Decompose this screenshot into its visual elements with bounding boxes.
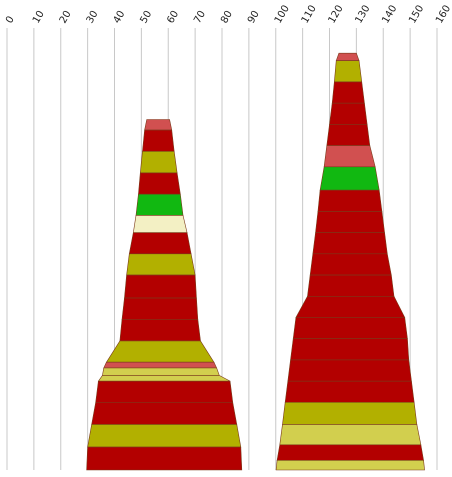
- x-tick-label: 10: [31, 9, 47, 26]
- x-tick-label: 80: [219, 9, 235, 26]
- x-axis-tick-labels: 0 10 20 30 40 50 60 70 80 90 100 110 120 130 140 150 160: [4, 3, 452, 25]
- segment-dark-red: [124, 274, 197, 299]
- segment-olive: [87, 424, 242, 448]
- x-tick-label: 100: [273, 3, 292, 25]
- x-tick-label: 160: [434, 3, 452, 25]
- segment-olive: [105, 340, 215, 363]
- segment-light-olive: [102, 367, 220, 376]
- segment-dark-red: [329, 102, 368, 125]
- x-tick-label: 0: [4, 14, 17, 25]
- segment-light-olive: [279, 424, 422, 446]
- segment-dark-red: [292, 317, 408, 340]
- x-tick-label: 130: [353, 3, 372, 25]
- segment-light-red: [323, 145, 376, 168]
- segment-olive: [334, 60, 363, 83]
- segment-light-red: [103, 361, 218, 369]
- x-tick-label: 30: [85, 9, 101, 26]
- segment-dark-red: [119, 318, 201, 342]
- segment-light-red: [335, 52, 360, 62]
- x-tick-label: 40: [112, 9, 128, 26]
- segment-dark-red: [307, 274, 395, 297]
- x-tick-label: 110: [300, 3, 319, 25]
- x-tick-label: 90: [246, 9, 262, 26]
- segment-dark-red: [290, 338, 410, 361]
- x-tick-label: 120: [327, 3, 346, 25]
- segment-dark-red: [309, 253, 392, 276]
- segment-dark-red: [91, 402, 238, 425]
- segment-dark-red: [326, 124, 371, 146]
- segment-olive: [126, 253, 196, 276]
- segment-dark-red: [315, 211, 385, 233]
- segment-dark-red: [317, 189, 383, 212]
- x-tick-label: 150: [407, 3, 426, 25]
- segment-dark-red: [287, 359, 412, 382]
- segment-green: [135, 193, 184, 216]
- segment-dark-red: [276, 444, 424, 461]
- chart-columns: [86, 52, 425, 471]
- segment-dark-red: [138, 172, 181, 195]
- segment-dark-red: [284, 380, 415, 403]
- column-1: [86, 119, 243, 471]
- x-tick-label: 20: [58, 9, 74, 26]
- segment-dark-red: [128, 232, 192, 255]
- segment-light-red: [144, 119, 173, 131]
- x-tick-label: 60: [165, 9, 181, 26]
- segment-light-olive: [97, 375, 231, 382]
- segment-light-olive: [275, 459, 425, 471]
- segment-dark-red: [95, 380, 234, 403]
- x-tick-label: 140: [380, 3, 399, 25]
- segment-olive: [139, 151, 178, 174]
- segment-dark-red: [312, 232, 388, 255]
- segment-dark-red: [86, 446, 243, 471]
- segment-green: [319, 166, 380, 191]
- segment-dark-red: [142, 129, 175, 152]
- segment-dark-red: [331, 81, 365, 104]
- segment-dark-red: [121, 297, 199, 320]
- column-2: [275, 52, 425, 471]
- segment-olive: [282, 402, 418, 425]
- segment-dark-red: [295, 295, 406, 318]
- x-tick-label: 50: [138, 9, 154, 26]
- segment-cream: [132, 215, 188, 233]
- x-tick-label: 70: [192, 9, 208, 26]
